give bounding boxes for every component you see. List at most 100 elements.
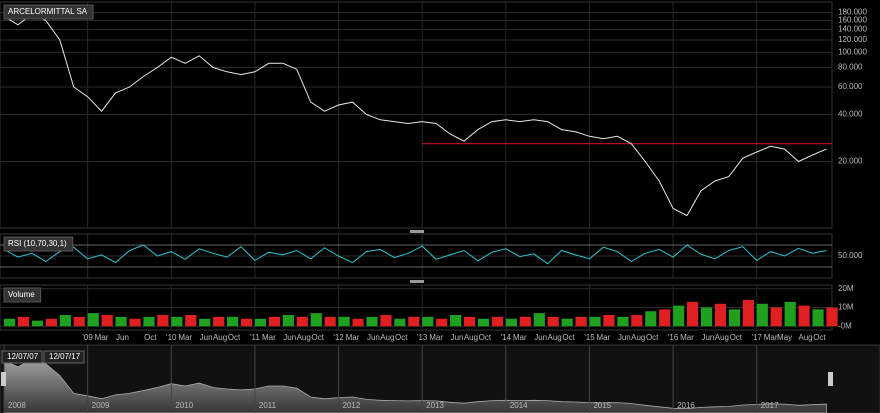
- y-tick-label: 120.000: [838, 35, 867, 44]
- x-tick-label: Oct: [144, 333, 157, 342]
- volume-bar: [436, 318, 448, 327]
- x-tick-label: Mar: [764, 333, 778, 342]
- volume-bar: [310, 313, 322, 327]
- volume-bar: [4, 318, 16, 327]
- x-tick-label: Jun: [451, 333, 464, 342]
- x-tick-label: May: [777, 333, 792, 342]
- volume-bar: [756, 303, 768, 327]
- volume-bar: [589, 316, 601, 327]
- handle-label-box: [1, 350, 43, 364]
- volume-bar: [687, 301, 699, 327]
- y-tick-label: 60.000: [838, 82, 863, 91]
- navigator-year: 2009: [92, 401, 110, 410]
- panel-label-box: [3, 236, 74, 252]
- panel-label: Volume: [8, 290, 35, 299]
- y-tick-label: 160.000: [838, 16, 867, 25]
- y-tick-label: 20M: [838, 284, 854, 293]
- navigator-year: 2014: [510, 401, 528, 410]
- volume-bar: [227, 316, 239, 327]
- x-tick-label: Oct: [562, 333, 575, 342]
- x-tick-label: Aug: [213, 333, 227, 342]
- navigator-year: 2010: [175, 401, 193, 410]
- volume-bar: [408, 316, 420, 327]
- x-tick-label: Aug: [464, 333, 478, 342]
- volume-bar: [561, 318, 573, 327]
- x-tick-label: Aug: [297, 333, 311, 342]
- volume-bar: [366, 316, 378, 327]
- volume-bar: [742, 300, 754, 327]
- volume-bar: [338, 316, 350, 327]
- navigator-year: 2015: [593, 401, 611, 410]
- x-tick-label: Mar: [513, 333, 527, 342]
- x-tick-label: '10: [166, 333, 177, 342]
- navigator-year: 2011: [259, 401, 277, 410]
- volume-bar: [812, 309, 824, 327]
- x-tick-label: Jun: [200, 333, 213, 342]
- volume-bar: [254, 318, 267, 327]
- x-tick-label: Jun: [701, 333, 714, 342]
- volume-bar: [826, 307, 838, 327]
- volume-bar: [491, 316, 504, 327]
- navigator-year: 2016: [677, 401, 695, 410]
- resize-grip: [410, 230, 424, 233]
- volume-bar: [240, 318, 253, 327]
- handle-label-box: [43, 350, 85, 364]
- volume-bar: [603, 315, 615, 327]
- x-tick-label: Mar: [429, 333, 443, 342]
- panel-label-box: [3, 287, 42, 303]
- panel-label: ARCELORMITTAL SA: [8, 7, 88, 16]
- volume-bar: [617, 316, 629, 327]
- volume-bar: [700, 307, 713, 327]
- volume-bar: [519, 316, 531, 327]
- y-tick-label: 50.000: [838, 251, 863, 260]
- volume-bar: [282, 315, 294, 327]
- x-tick-label: Jun: [618, 333, 631, 342]
- x-tick-label: Oct: [813, 333, 826, 342]
- volume-bar: [296, 316, 308, 327]
- volume-bar: [645, 311, 657, 327]
- x-tick-label: Mar: [346, 333, 360, 342]
- price-line: [3, 244, 827, 265]
- x-tick-label: Oct: [228, 333, 241, 342]
- x-tick-label: Oct: [646, 333, 659, 342]
- x-tick-label: Oct: [311, 333, 324, 342]
- volume-bar: [213, 316, 225, 327]
- x-tick-label: '13: [417, 333, 428, 342]
- volume-bar: [157, 315, 169, 327]
- y-tick-label: -0M: [838, 321, 852, 330]
- y-tick-label: 100.000: [838, 47, 867, 56]
- volume-bar: [324, 316, 336, 327]
- navigator-handle[interactable]: [1, 372, 6, 386]
- volume-bar: [31, 320, 44, 327]
- x-tick-label: '16: [668, 333, 679, 342]
- volume-bar: [714, 303, 727, 327]
- navigator-handle[interactable]: [828, 372, 833, 386]
- x-tick-label: Aug: [547, 333, 561, 342]
- navigator-year: 2013: [426, 401, 444, 410]
- volume-bar: [352, 318, 364, 327]
- handle-label: 12/07/07: [7, 352, 39, 361]
- panel-label-box: [3, 4, 94, 20]
- x-tick-label: '12: [333, 333, 344, 342]
- navigator-year: 2012: [343, 401, 361, 410]
- volume-bar: [547, 316, 559, 327]
- volume-bar: [575, 316, 587, 327]
- panel-frame: [0, 1, 833, 229]
- volume-bar: [450, 315, 462, 327]
- y-tick-label: 180.000: [838, 8, 867, 17]
- price-line: [3, 13, 827, 217]
- volume-bar: [199, 318, 211, 327]
- x-tick-label: '17: [752, 333, 763, 342]
- x-tick-label: Oct: [395, 333, 408, 342]
- volume-bar: [770, 307, 782, 327]
- volume-bar: [422, 316, 434, 327]
- navigator-year: 2008: [8, 401, 26, 410]
- volume-bar: [45, 318, 57, 327]
- volume-bar: [129, 318, 141, 327]
- y-tick-label: 10M: [838, 303, 854, 312]
- volume-bar: [505, 318, 517, 327]
- x-tick-label: Mar: [680, 333, 694, 342]
- volume-bar: [784, 301, 796, 327]
- x-tick-label: Mar: [178, 333, 192, 342]
- volume-bar: [673, 305, 685, 327]
